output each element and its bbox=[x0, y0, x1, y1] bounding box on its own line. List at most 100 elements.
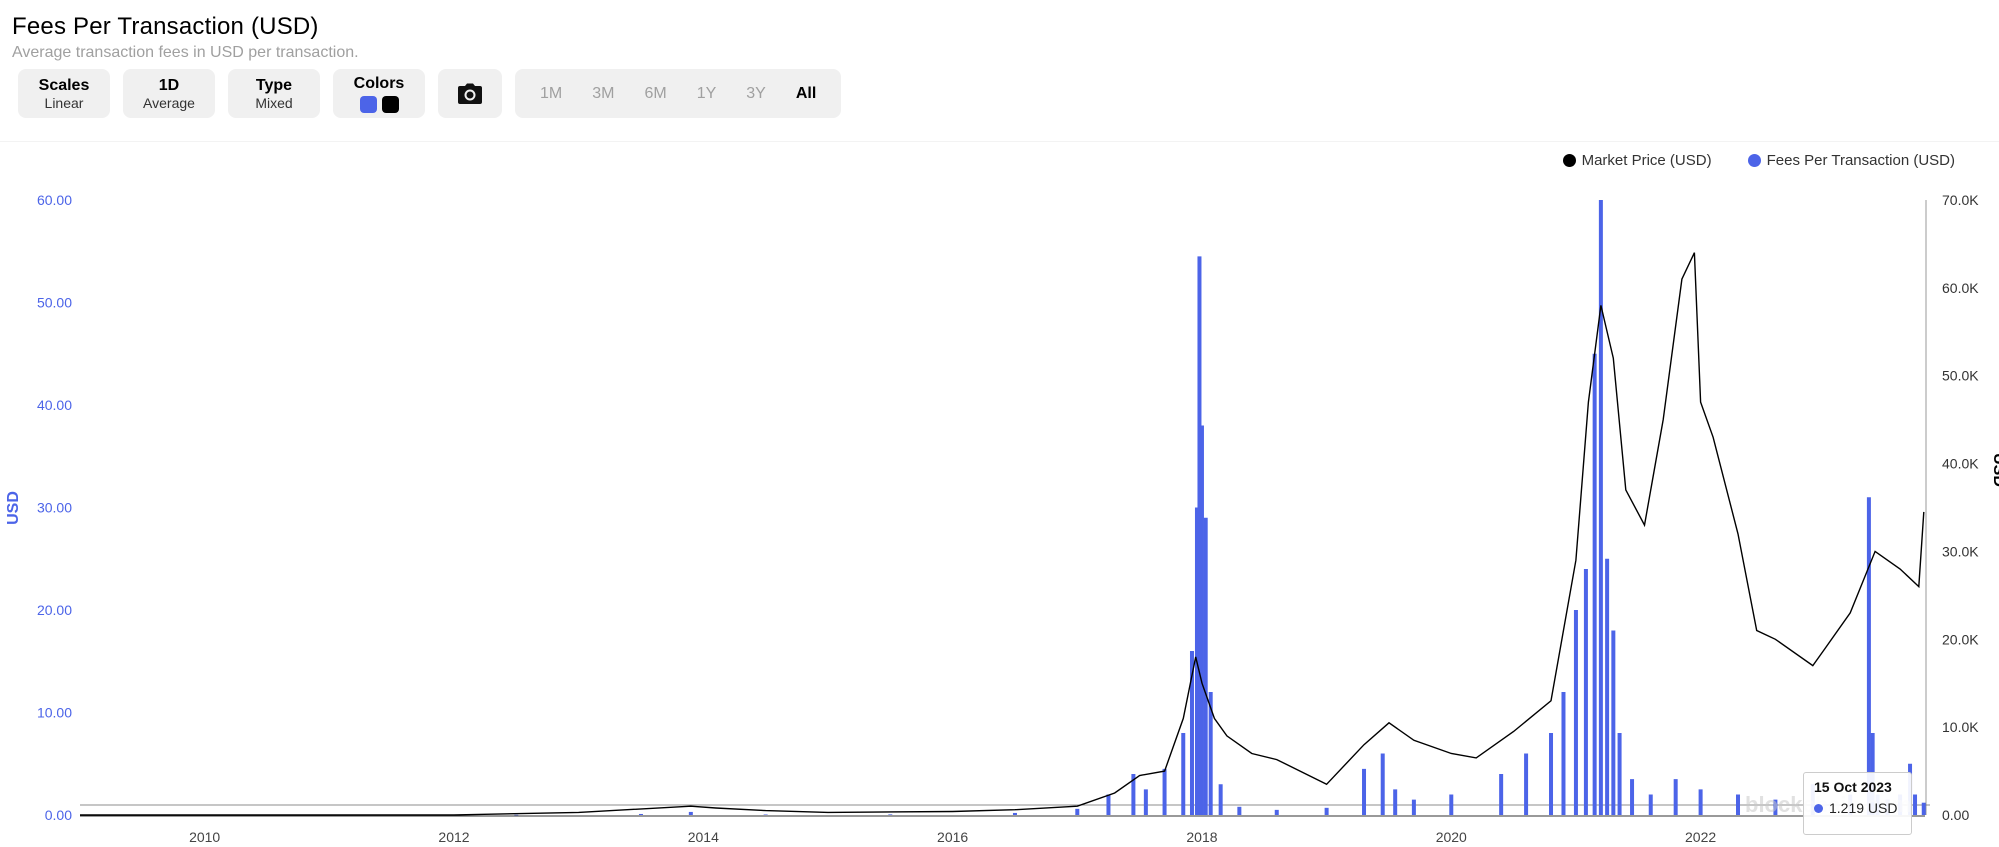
fee-bar bbox=[1866, 497, 1871, 815]
y-tick-right-label: 70.0K bbox=[1942, 192, 1979, 208]
fee-bar bbox=[1012, 812, 1017, 815]
fee-bar bbox=[1411, 799, 1416, 815]
tooltip-value: 1.219 USD bbox=[1829, 800, 1898, 816]
legend-item-market-price[interactable]: Market Price (USD) bbox=[1562, 152, 1712, 169]
y-tick-right-label: 60.0K bbox=[1942, 280, 1979, 296]
legend-label: Market Price (USD) bbox=[1581, 152, 1712, 169]
colors-button[interactable]: Colors bbox=[333, 69, 425, 118]
y-tick-right-label: 30.0K bbox=[1942, 543, 1979, 559]
fee-bar bbox=[688, 811, 693, 815]
range-1y-button[interactable]: 1Y bbox=[696, 84, 717, 102]
y-tick-left-label: 0.00 bbox=[45, 807, 72, 823]
fee-bar bbox=[1773, 799, 1778, 815]
fee-bar bbox=[888, 814, 893, 815]
fee-bar bbox=[1673, 779, 1678, 815]
page-subtitle: Average transaction fees in USD per tran… bbox=[12, 44, 359, 61]
legend-dot-icon bbox=[1747, 154, 1761, 167]
fee-bar bbox=[1197, 256, 1202, 815]
fee-bar bbox=[1237, 806, 1242, 815]
fee-bar bbox=[1913, 794, 1918, 815]
market-price-line bbox=[80, 252, 1925, 816]
fee-bar bbox=[1274, 809, 1279, 815]
y-tick-left-label: 40.00 bbox=[37, 397, 72, 413]
header-divider bbox=[0, 141, 1999, 142]
x-tick-label: 2012 bbox=[438, 829, 469, 845]
y-tick-right-label: 40.0K bbox=[1942, 456, 1979, 472]
fee-bar bbox=[1617, 733, 1622, 815]
y-tick-left-label: 60.00 bbox=[37, 192, 72, 208]
fee-bar bbox=[1573, 610, 1578, 815]
price-color-swatch bbox=[381, 95, 399, 113]
fee-bar bbox=[1648, 794, 1653, 815]
y-tick-left-label: 50.00 bbox=[37, 295, 72, 311]
legend-item-fees[interactable]: Fees Per Transaction (USD) bbox=[1747, 152, 1955, 169]
x-tick-label: 2014 bbox=[688, 829, 719, 845]
range-3m-button[interactable]: 3M bbox=[592, 84, 615, 102]
colors-label: Colors bbox=[353, 74, 405, 92]
legend-label: Fees Per Transaction (USD) bbox=[1766, 152, 1955, 169]
fee-bar bbox=[1162, 768, 1167, 815]
scales-label: Scales bbox=[38, 76, 90, 94]
fee-bar bbox=[1199, 425, 1204, 815]
fee-bar bbox=[1736, 794, 1741, 815]
scales-value: Linear bbox=[44, 94, 84, 111]
fee-bar bbox=[1921, 802, 1926, 815]
range-3y-button[interactable]: 3Y bbox=[746, 84, 766, 102]
fee-bar bbox=[1598, 200, 1603, 815]
type-button[interactable]: Type Mixed bbox=[228, 69, 320, 118]
y-tick-left-label: 20.00 bbox=[37, 602, 72, 618]
chart-tooltip: 15 Oct 2023 1.219 USD bbox=[1803, 772, 1912, 835]
fee-bar bbox=[1592, 353, 1597, 815]
color-swatches bbox=[359, 95, 399, 113]
scales-button[interactable]: Scales Linear bbox=[18, 69, 110, 118]
fee-bar bbox=[1208, 692, 1213, 815]
type-label: Type bbox=[255, 76, 293, 94]
fee-bar bbox=[1143, 789, 1148, 815]
tooltip-row: 1.219 USD bbox=[1814, 800, 1901, 816]
fee-bar bbox=[1524, 753, 1529, 815]
x-tick-label: 2016 bbox=[937, 829, 968, 845]
fee-bar bbox=[1203, 517, 1208, 815]
y-tick-right-label: 50.0K bbox=[1942, 368, 1979, 384]
fees-color-swatch bbox=[359, 95, 377, 113]
y-axis-label-right: USD bbox=[1990, 453, 1999, 487]
range-all-button[interactable]: All bbox=[795, 84, 817, 102]
y-tick-right-label: 0.00 bbox=[1942, 807, 1969, 823]
period-button[interactable]: 1D Average bbox=[123, 69, 215, 118]
fee-bar bbox=[1549, 733, 1554, 815]
fee-bar bbox=[1362, 768, 1367, 815]
x-tick-label: 2018 bbox=[1186, 829, 1217, 845]
screenshot-button[interactable] bbox=[438, 69, 502, 118]
fee-bar bbox=[1499, 774, 1504, 815]
time-range-selector: 1M 3M 6M 1Y 3Y All bbox=[515, 69, 842, 118]
y-tick-left-label: 30.00 bbox=[37, 500, 72, 516]
x-tick-label: 2022 bbox=[1685, 829, 1716, 845]
fee-bar bbox=[1131, 774, 1136, 815]
fee-bar bbox=[1630, 779, 1635, 815]
period-label: 1D bbox=[158, 76, 180, 94]
legend-dot-icon bbox=[1562, 154, 1576, 167]
range-6m-button[interactable]: 6M bbox=[644, 84, 667, 102]
fee-bar bbox=[1380, 753, 1385, 815]
y-tick-right-label: 20.0K bbox=[1942, 631, 1979, 647]
fee-bar bbox=[1218, 784, 1223, 815]
chart-legend: Market Price (USD) Fees Per Transaction … bbox=[1562, 152, 1955, 169]
fee-bar bbox=[1561, 692, 1566, 815]
fee-bar bbox=[1611, 630, 1616, 815]
fee-bar bbox=[1189, 651, 1194, 815]
fee-bar bbox=[514, 814, 519, 816]
y-tick-left-label: 10.00 bbox=[37, 705, 72, 721]
y-tick-right-label: 10.0K bbox=[1942, 719, 1979, 735]
fee-bar bbox=[1698, 789, 1703, 815]
fee-bar bbox=[1106, 794, 1111, 815]
fee-bar bbox=[1324, 807, 1329, 815]
fee-bar bbox=[1181, 733, 1186, 815]
fee-bar bbox=[1393, 789, 1398, 815]
x-tick-label: 2010 bbox=[189, 829, 220, 845]
type-value: Mixed bbox=[255, 94, 293, 111]
tooltip-dot-icon bbox=[1814, 803, 1823, 813]
y-axis-label-left: USD bbox=[5, 491, 22, 525]
x-tick-label: 2020 bbox=[1436, 829, 1467, 845]
range-1m-button[interactable]: 1M bbox=[540, 84, 563, 102]
